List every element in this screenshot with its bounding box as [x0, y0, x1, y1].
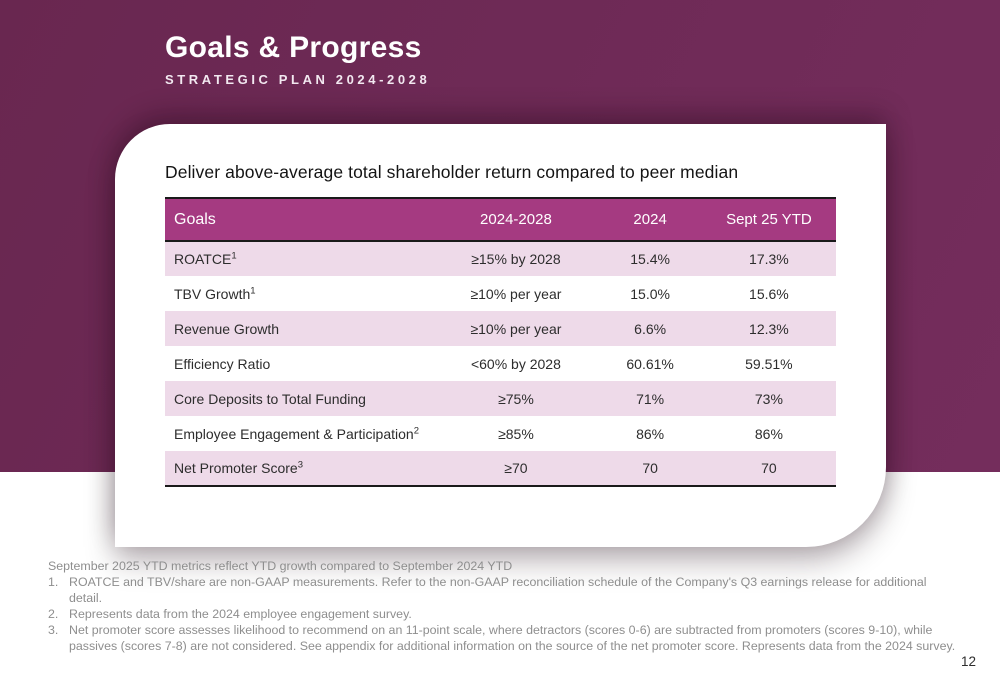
goal-2024-value: 15.0%	[630, 285, 670, 302]
footnote-number: 1.	[48, 575, 59, 589]
goal-label: Revenue Growth	[174, 320, 280, 337]
goal-target: ≥10% per year	[470, 320, 562, 337]
goal-sept25-value: 70	[761, 460, 777, 476]
goal-cell: Employee Engagement & Participation2	[165, 416, 433, 451]
footnote-ref: 2	[413, 424, 419, 436]
goal-label: ROATCE	[174, 251, 232, 267]
goal-label: Core Deposits to Total Funding	[174, 390, 366, 407]
footnote-intro: September 2025 YTD metrics reflect YTD g…	[48, 559, 513, 573]
goal-2024-value: 70	[642, 460, 658, 476]
table-header-row: Goals 2024-2028 2024 Sept 25 YTD	[165, 198, 836, 242]
goal-sept25-value: 59.51%	[745, 355, 793, 372]
goal-cell: Revenue Growth	[165, 311, 433, 346]
goal-2024-value: 60.61%	[626, 355, 674, 372]
goal-2024-value: 6.6%	[634, 320, 667, 337]
goal-target: ≥10% per year	[470, 285, 562, 302]
goal-target: ≥75%	[498, 390, 534, 407]
goal-2024-value: 71%	[636, 390, 665, 407]
footnote-ref: 1	[250, 284, 256, 296]
goal-sept25-value: 86%	[754, 425, 783, 442]
goal-target: ≥15% by 2028	[471, 251, 561, 267]
goal-cell: ROATCE1	[165, 241, 433, 276]
footnote-text: Net promoter score assesses likelihood t…	[69, 623, 956, 653]
column-header-goals: Goals	[165, 198, 434, 242]
goal-sept25-value: 17.3%	[749, 251, 789, 267]
footnote-text: Represents data from the 2024 employee e…	[69, 607, 412, 621]
table-row: ROATCE1 ≥15% by 2028 15.4% 17.3%	[165, 241, 836, 276]
goal-target: <60% by 2028	[470, 355, 561, 372]
column-header-sept-25-ytd: Sept 25 YTD	[701, 198, 836, 242]
goals-table: Goals 2024-2028 2024 Sept 25 YTD ROATCE1…	[165, 197, 836, 487]
goal-label: TBV Growth	[174, 285, 251, 302]
column-header-2024: 2024	[598, 198, 702, 242]
table-row: Employee Engagement & Participation2 ≥85…	[165, 416, 836, 451]
goal-cell: TBV Growth1	[165, 276, 433, 311]
page-subtitle: STRATEGIC PLAN 2024-2028	[165, 72, 431, 87]
page-number: 12	[960, 654, 976, 669]
table-row: TBV Growth1 ≥10% per year 15.0% 15.6%	[165, 276, 836, 311]
goal-2024-value: 15.4%	[630, 251, 670, 267]
goal-label: Efficiency Ratio	[174, 355, 271, 372]
footnote-ref: 3	[297, 459, 304, 471]
footnotes: September 2025 YTD metrics reflect YTD g…	[48, 558, 956, 654]
goal-label: Employee Engagement & Participation	[174, 425, 414, 442]
footnote-item: 3. Net promoter score assesses likelihoo…	[48, 622, 956, 654]
footnote-item: 1. ROATCE and TBV/share are non-GAAP mea…	[48, 574, 956, 606]
column-header-2024-2028: 2024-2028	[433, 198, 599, 242]
goal-target: ≥85%	[498, 425, 534, 442]
footnote-item: 2. Represents data from the 2024 employe…	[48, 606, 956, 622]
table-row: Core Deposits to Total Funding ≥75% 71% …	[165, 381, 836, 416]
footnote-number: 3.	[48, 623, 59, 637]
goal-cell: Core Deposits to Total Funding	[165, 381, 433, 416]
table-row: Efficiency Ratio <60% by 2028 60.61% 59.…	[165, 346, 836, 381]
page-title: Goals & Progress	[165, 31, 422, 64]
goal-sept25-value: 12.3%	[749, 320, 789, 337]
footnote-number: 2.	[48, 607, 59, 621]
goal-label: Net Promoter Score	[174, 460, 298, 476]
table-row: Revenue Growth ≥10% per year 6.6% 12.3%	[165, 311, 836, 346]
slide-header: Goals & Progress STRATEGIC PLAN 2024-202…	[165, 31, 430, 87]
goal-2024-value: 86%	[636, 425, 665, 442]
goal-cell: Efficiency Ratio	[165, 346, 433, 381]
goal-sept25-value: 73%	[754, 390, 783, 407]
goal-target: ≥70	[504, 460, 528, 476]
goal-cell: Net Promoter Score3	[165, 451, 433, 486]
footnote-ref: 1	[231, 250, 237, 262]
content-card: Deliver above-average total shareholder …	[115, 124, 886, 547]
goal-sept25-value: 15.6%	[749, 285, 789, 302]
card-heading: Deliver above-average total shareholder …	[165, 162, 739, 182]
footnote-text: ROATCE and TBV/share are non-GAAP measur…	[69, 575, 927, 605]
table-row: Net Promoter Score3 ≥70 70 70	[165, 451, 836, 486]
